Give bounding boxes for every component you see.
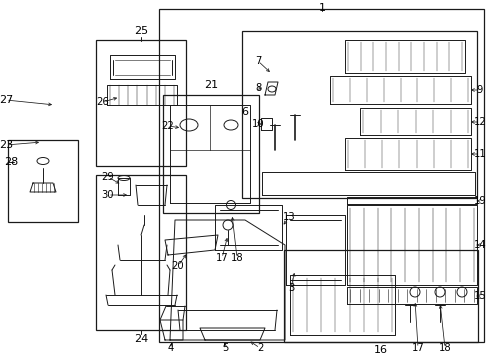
- Bar: [96, 175, 185, 330]
- Text: 19: 19: [473, 196, 486, 206]
- Text: 16: 16: [373, 345, 387, 355]
- Text: 8: 8: [254, 83, 261, 93]
- Text: 4: 4: [167, 343, 174, 353]
- Bar: [8, 140, 78, 222]
- Text: 17: 17: [411, 343, 424, 353]
- Text: 18: 18: [438, 343, 450, 353]
- Bar: [284, 250, 477, 342]
- Text: 23: 23: [0, 140, 13, 150]
- Text: 24: 24: [134, 334, 148, 344]
- Text: 5: 5: [222, 343, 228, 353]
- Bar: [159, 9, 483, 342]
- Text: 13: 13: [282, 212, 295, 222]
- Text: 7: 7: [254, 56, 261, 66]
- Text: 29: 29: [102, 172, 114, 182]
- Text: 15: 15: [473, 291, 486, 301]
- Bar: [96, 40, 185, 166]
- Text: 11: 11: [473, 149, 486, 159]
- Text: 6: 6: [241, 107, 247, 117]
- Text: 22: 22: [162, 121, 174, 131]
- Text: 10: 10: [251, 119, 264, 129]
- Text: 28: 28: [4, 157, 18, 167]
- Bar: [163, 95, 259, 213]
- Text: 20: 20: [171, 261, 184, 271]
- Text: 30: 30: [102, 190, 114, 200]
- Text: 2: 2: [256, 343, 263, 353]
- Text: 9: 9: [476, 85, 482, 95]
- Text: 1: 1: [318, 3, 325, 13]
- Text: 12: 12: [473, 117, 486, 127]
- Text: 21: 21: [203, 80, 218, 90]
- Bar: [242, 31, 476, 198]
- Text: 26: 26: [97, 97, 109, 107]
- Text: 27: 27: [0, 95, 13, 105]
- Text: 14: 14: [473, 240, 486, 250]
- Text: 25: 25: [134, 26, 148, 36]
- Text: 3: 3: [287, 283, 293, 293]
- Text: 17: 17: [215, 253, 228, 263]
- Text: 18: 18: [230, 253, 243, 263]
